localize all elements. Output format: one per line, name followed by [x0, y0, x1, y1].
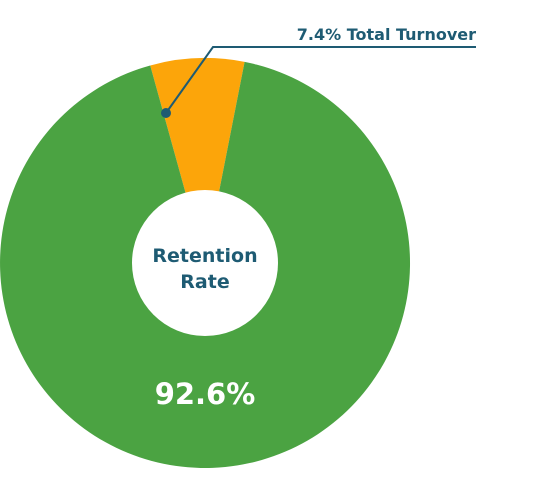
- turnover-callout-label: 7.4% Total Turnover: [297, 25, 476, 44]
- donut-center-hole: [132, 190, 278, 336]
- retention-value-label: 92.6%: [155, 377, 256, 411]
- center-label-line-2: Rate: [180, 271, 229, 293]
- turnover-slice: [150, 58, 245, 263]
- turnover-callout-line: [165, 46, 476, 114]
- center-label-line-1: Retention: [152, 245, 257, 267]
- turnover-callout-dot: [161, 108, 171, 118]
